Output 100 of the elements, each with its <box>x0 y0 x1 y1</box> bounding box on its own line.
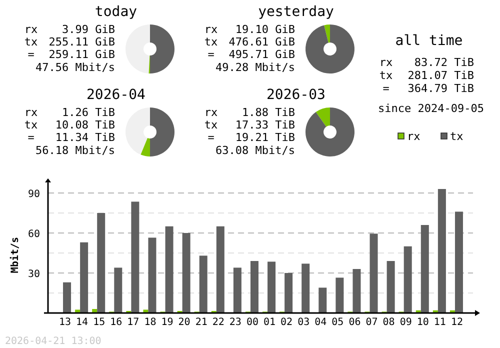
x-tick-label: 04 <box>314 317 327 328</box>
donut-slice <box>126 108 150 155</box>
text: rx <box>204 106 218 119</box>
text: 83.72 TiB <box>414 56 474 69</box>
bar <box>182 233 190 313</box>
donut-slice <box>316 108 330 127</box>
x-tick-label: 07 <box>366 317 378 328</box>
chart-title: yesterday <box>258 4 334 20</box>
text: 19.21 TiB <box>235 131 296 144</box>
y-tick-label: 30 <box>28 269 40 280</box>
x-tick-label: 21 <box>195 317 208 328</box>
text: 1.26 TiB <box>62 106 116 119</box>
chart-title: today <box>94 4 138 20</box>
text: 281.07 TiB <box>408 69 474 82</box>
x-tick-label: 18 <box>144 317 156 328</box>
donut-slice <box>126 24 150 74</box>
bar <box>114 268 122 313</box>
donut-slice <box>306 24 354 74</box>
text: 495.71 GiB <box>228 48 296 62</box>
bar <box>336 278 344 313</box>
text: tx <box>204 36 218 49</box>
x-tick-label: 19 <box>161 317 174 328</box>
text: tx <box>24 118 38 132</box>
x-tick-label: 03 <box>298 317 310 328</box>
bar <box>318 288 327 313</box>
x-tick-label: 16 <box>110 317 122 328</box>
bar <box>80 242 88 313</box>
text: tx <box>24 36 38 49</box>
text: rx <box>204 23 218 36</box>
x-tick-label: 14 <box>76 317 88 328</box>
bar <box>97 213 106 313</box>
donut-slice <box>150 108 174 156</box>
text: rx <box>24 23 38 36</box>
bar <box>216 226 224 313</box>
bar <box>75 310 80 313</box>
text: 476.61 GiB <box>228 36 296 49</box>
text: 1.88 TiB <box>242 106 296 119</box>
text: rx <box>379 56 393 69</box>
y-axis-title: Mbit/s <box>9 236 21 274</box>
bar <box>302 264 310 313</box>
bar <box>199 256 208 313</box>
x-tick-label: 02 <box>280 317 293 328</box>
bar <box>131 202 140 313</box>
x-tick-label: 06 <box>348 317 361 328</box>
x-tick-label: 00 <box>246 317 259 328</box>
x-tick-label: 05 <box>332 317 344 328</box>
x-tick-label: 01 <box>263 317 276 328</box>
text: 56.18 Mbit/s <box>36 144 115 157</box>
bar <box>268 262 276 313</box>
bar <box>143 310 148 313</box>
x-tick-label: 23 <box>229 317 242 328</box>
y-tick-label: 60 <box>28 229 40 240</box>
chart-title: 2026-03 <box>266 87 326 103</box>
donut-slice <box>150 24 174 74</box>
bar <box>386 261 395 313</box>
legend-label: tx <box>450 130 464 143</box>
bar <box>63 282 72 313</box>
bar <box>284 273 293 313</box>
text: 255.11 GiB <box>48 36 116 49</box>
x-tick-label: 08 <box>382 317 395 328</box>
text: 63.08 Mbit/s <box>216 144 295 157</box>
x-tick-label: 15 <box>93 317 106 328</box>
text: 364.79 TiB <box>408 82 474 95</box>
text: tx <box>204 118 218 132</box>
bar <box>370 234 378 313</box>
text: = <box>208 48 215 62</box>
text: 49.28 Mbit/s <box>216 60 295 74</box>
text: 11.34 TiB <box>55 131 116 144</box>
bar <box>233 268 242 313</box>
x-tick-label: 12 <box>450 317 464 328</box>
text: 19.10 GiB <box>235 23 296 36</box>
bar <box>438 189 446 313</box>
chart-title: 2026-04 <box>86 87 146 103</box>
bar <box>165 226 174 313</box>
donut-slice <box>306 108 354 156</box>
text: = <box>28 131 35 144</box>
x-tick-label: 13 <box>58 317 72 328</box>
donut-slice <box>140 138 150 156</box>
x-tick-label: 10 <box>416 317 429 328</box>
x-tick-label: 22 <box>212 317 224 328</box>
bar <box>404 246 412 313</box>
x-tick-label: 17 <box>127 317 140 328</box>
text: = <box>208 131 215 144</box>
text: 3.99 GiB <box>62 23 116 36</box>
text: 259.11 GiB <box>48 48 116 62</box>
x-tick-label: 09 <box>400 317 412 328</box>
legend-label: rx <box>407 130 421 143</box>
bar <box>454 212 463 313</box>
text: tx <box>379 69 393 82</box>
bar <box>352 269 361 313</box>
bar <box>148 238 156 313</box>
x-tick-label: 11 <box>434 317 446 328</box>
text: 10.08 TiB <box>55 118 116 132</box>
text: 47.56 Mbit/s <box>36 60 115 74</box>
text: since 2024-09-05 <box>378 102 484 115</box>
text: all time <box>395 33 463 49</box>
bar <box>250 261 258 313</box>
text: = <box>382 82 390 95</box>
donut-slice <box>324 24 330 43</box>
text: rx <box>24 106 38 119</box>
